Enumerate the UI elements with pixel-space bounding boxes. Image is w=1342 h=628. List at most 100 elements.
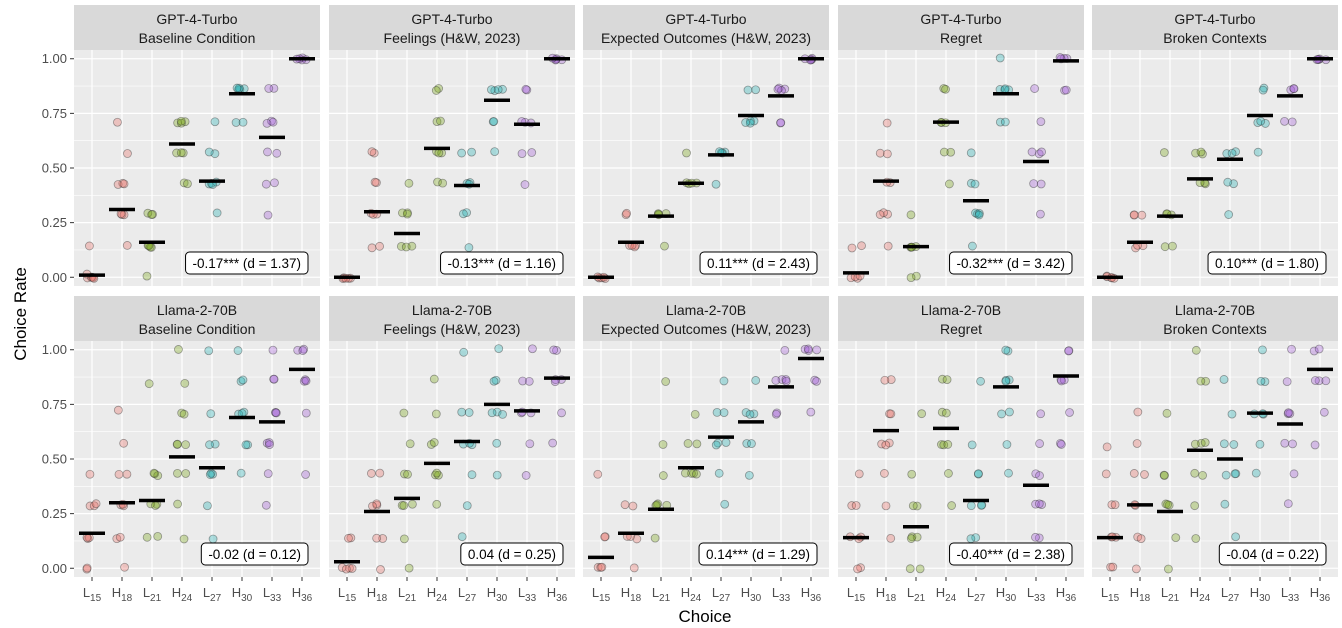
data-point — [1029, 179, 1039, 188]
data-point — [1283, 499, 1293, 509]
data-point — [179, 409, 189, 419]
data-point — [399, 501, 409, 510]
data-point — [966, 534, 976, 544]
data-point — [974, 210, 984, 220]
data-point — [1064, 346, 1073, 356]
facet-panel: Llama-2-70B Feelings (H&W, 2023) 0.04 (d =… — [329, 296, 575, 604]
data-point — [971, 208, 980, 218]
data-point — [968, 241, 977, 251]
data-point — [1224, 210, 1234, 219]
data-point — [972, 209, 982, 219]
data-point — [149, 468, 159, 478]
data-point — [347, 564, 357, 573]
data-point — [112, 534, 122, 544]
data-point — [548, 438, 558, 448]
data-point — [231, 118, 241, 127]
data-point — [173, 468, 182, 478]
data-point — [1227, 148, 1237, 158]
data-point — [1319, 407, 1329, 417]
data-point — [142, 271, 152, 281]
data-point — [150, 469, 160, 479]
x-axis-title: Choice — [679, 607, 732, 626]
data-point — [1035, 471, 1044, 480]
facet-strip — [838, 296, 1084, 341]
facet-strip — [1092, 5, 1338, 50]
facet-panel: GPT-4-Turbo Baseline Condition -0.17*** (d… — [42, 5, 320, 286]
data-point — [1289, 469, 1299, 479]
x-tick-label: H18 — [876, 585, 897, 604]
facet-strip — [583, 5, 829, 50]
data-point — [293, 345, 303, 355]
x-tick-label: L15 — [592, 585, 611, 604]
data-point — [370, 177, 380, 187]
data-point — [301, 470, 310, 479]
data-point — [148, 209, 157, 219]
data-point — [1162, 408, 1172, 418]
data-point — [208, 534, 218, 544]
data-point — [429, 374, 439, 384]
x-tick-label: L33 — [518, 585, 537, 604]
data-point — [1002, 440, 1012, 449]
data-point — [82, 563, 92, 573]
facet-panel: GPT-4-Turbo Expected Outcomes (H&W, 2023)… — [583, 5, 829, 286]
data-point — [1258, 345, 1267, 355]
data-point — [1036, 209, 1045, 219]
data-point — [210, 439, 220, 449]
data-point — [1231, 147, 1241, 157]
data-point — [721, 438, 731, 447]
data-point — [1061, 85, 1071, 95]
data-point — [492, 438, 502, 448]
effect-size-box — [699, 251, 818, 275]
data-point — [1132, 439, 1142, 448]
data-point — [1201, 376, 1211, 386]
data-point — [462, 208, 472, 218]
data-point — [1256, 116, 1266, 126]
y-tick-label: 0.75 — [42, 106, 67, 121]
data-point — [1001, 376, 1011, 386]
data-point — [115, 532, 125, 542]
data-point — [1101, 469, 1111, 479]
data-point — [431, 409, 441, 419]
data-point — [210, 149, 220, 159]
data-point — [1001, 375, 1011, 385]
x-tick-label: H36 — [292, 585, 313, 604]
data-point — [434, 148, 444, 158]
data-point — [881, 440, 891, 450]
data-point — [937, 407, 947, 417]
data-point — [122, 241, 132, 250]
data-point — [939, 84, 949, 93]
x-tick-label: H30 — [996, 585, 1017, 604]
data-point — [405, 439, 415, 449]
data-point — [268, 117, 278, 127]
data-point — [429, 438, 439, 447]
data-point — [1309, 346, 1319, 356]
data-point — [1064, 346, 1074, 356]
data-point — [173, 439, 182, 449]
data-point — [457, 407, 467, 417]
data-point — [520, 180, 530, 189]
data-point — [966, 178, 976, 188]
facet-panel: Llama-2-70B Expected Outcomes (H&W, 2023)… — [583, 296, 829, 604]
data-point — [172, 148, 181, 158]
data-point — [1003, 346, 1013, 356]
data-point — [118, 178, 128, 188]
data-point — [976, 500, 986, 510]
effect-size-box — [185, 251, 309, 275]
data-point — [1004, 375, 1014, 385]
facet-title-condition: Broken Contexts — [1163, 321, 1267, 337]
data-point — [299, 344, 309, 354]
data-point — [680, 468, 690, 478]
effect-size-label: -0.13*** (d = 1.16) — [448, 256, 556, 271]
data-point — [367, 147, 377, 157]
data-point — [179, 178, 189, 188]
data-point — [396, 241, 406, 251]
data-point — [875, 210, 885, 219]
facet-panel: Llama-2-70B Broken Contexts -0.04 (d = 0.2… — [1092, 296, 1338, 604]
data-point — [432, 499, 442, 509]
facet-strip — [838, 5, 1084, 50]
data-point — [1198, 470, 1207, 480]
data-point — [1221, 470, 1231, 480]
y-tick-label: 0.75 — [42, 397, 67, 412]
data-point — [268, 345, 278, 355]
facet-strip — [329, 296, 575, 341]
